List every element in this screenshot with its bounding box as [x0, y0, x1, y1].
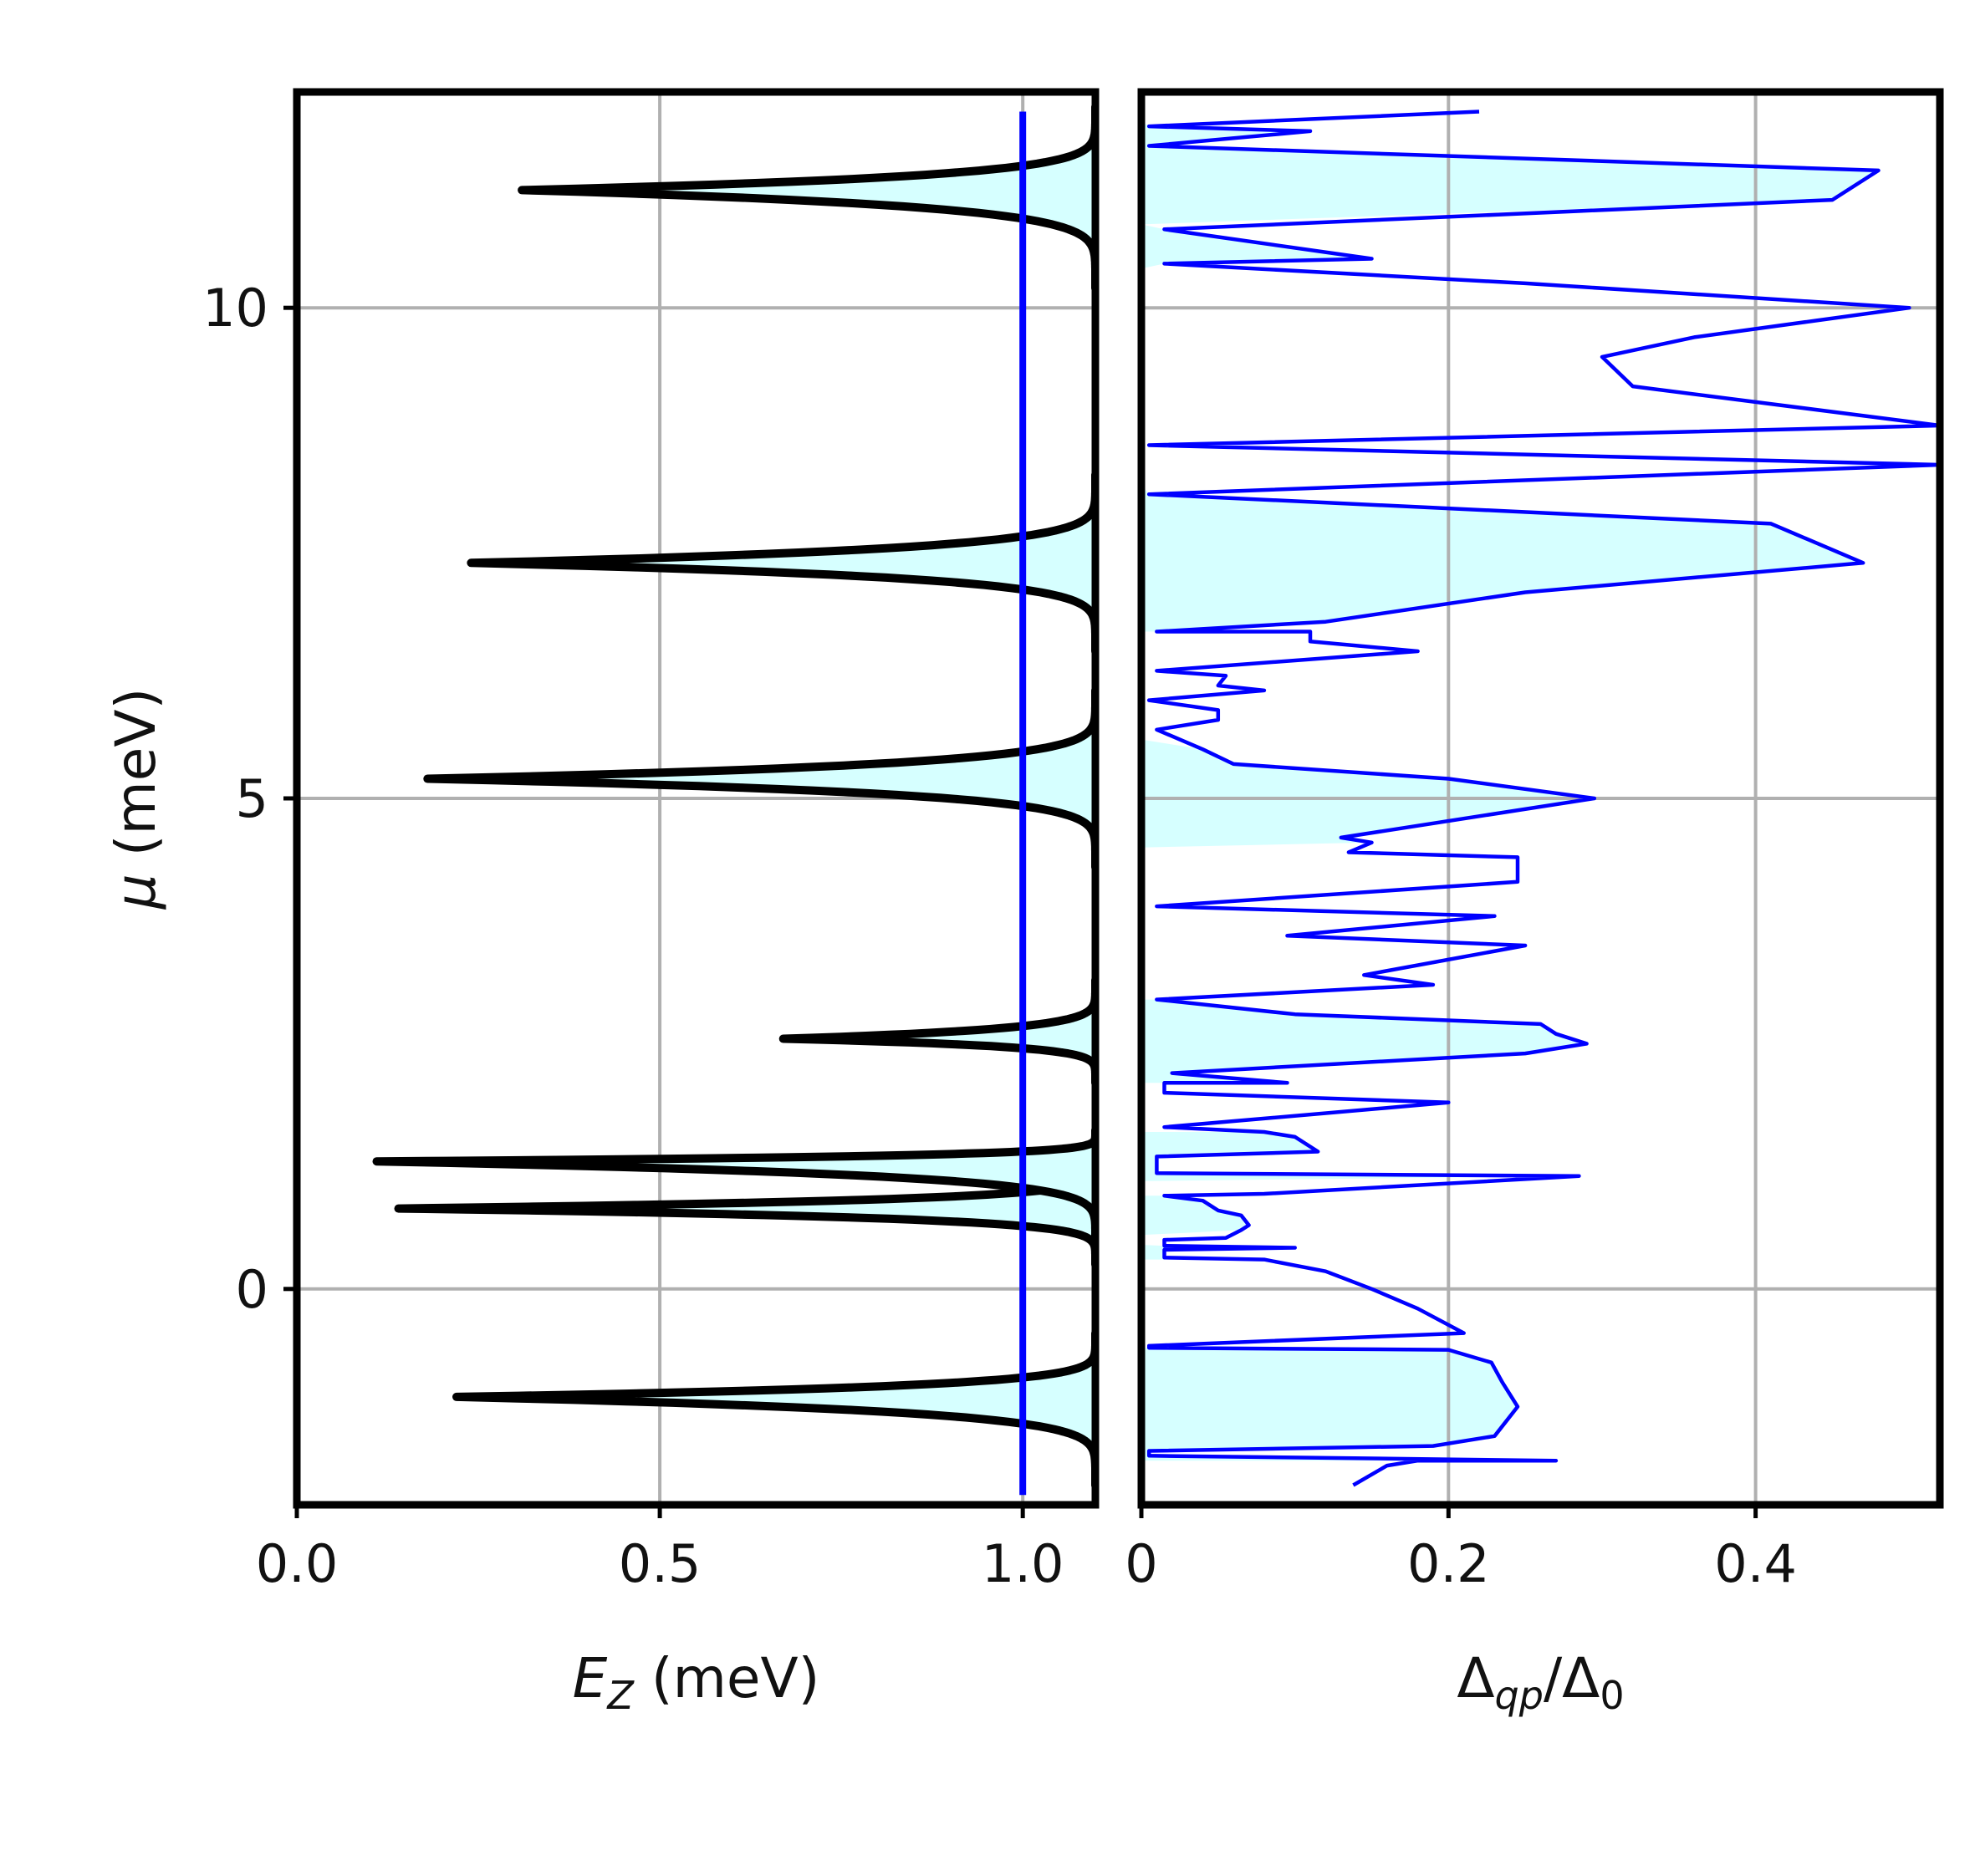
region-fill-5 [471, 474, 1095, 651]
region-fill-3 [783, 980, 1095, 1083]
xlabel-unit: (meV) [634, 1646, 820, 1710]
gap-fill-0 [1141, 1348, 1556, 1461]
xlabel-mid: /Δ [1544, 1646, 1600, 1710]
region-fill-0 [457, 1333, 1095, 1486]
region-fill-4 [427, 690, 1095, 868]
gap-fill-2 [1141, 1195, 1249, 1236]
left-xtick-label-2: 1.0 [982, 1533, 1064, 1594]
ylabel-unit: (meV) [104, 688, 168, 874]
xlabel-sub-0: 0 [1600, 1673, 1624, 1718]
xlabel-main: E [573, 1646, 608, 1710]
xlabel-delta: Δ [1457, 1646, 1494, 1710]
xlabel-sub: Z [605, 1673, 635, 1718]
gap-series-line [1146, 110, 1940, 1487]
gap-fill-3 [1141, 1132, 1579, 1181]
gap-fill-8 [1141, 121, 1879, 225]
left-ytick-label-2: 10 [202, 278, 268, 339]
ylabel-main: μ [104, 874, 168, 910]
left-xtick-label-0: 0.0 [256, 1533, 339, 1594]
left-ytick-label-1: 5 [236, 768, 268, 829]
left-xtick-label-1: 0.5 [619, 1533, 702, 1594]
right-xtick-label-1: 0.2 [1407, 1533, 1490, 1594]
right-frame [1137, 88, 1944, 1509]
left-ytick-label-0: 0 [236, 1259, 268, 1320]
right-xtick-label-2: 0.4 [1714, 1533, 1797, 1594]
right-x-axis-label: Δqp/Δ0 [1457, 1646, 1624, 1718]
gap-fill-4 [1141, 999, 1587, 1083]
left-x-axis-label: EZ (meV) [573, 1646, 820, 1718]
right-xtick-label-0: 0 [1125, 1533, 1157, 1594]
xlabel-sub-qp: qp [1495, 1673, 1544, 1718]
left-y-axis-label: μ (meV) [104, 688, 168, 910]
